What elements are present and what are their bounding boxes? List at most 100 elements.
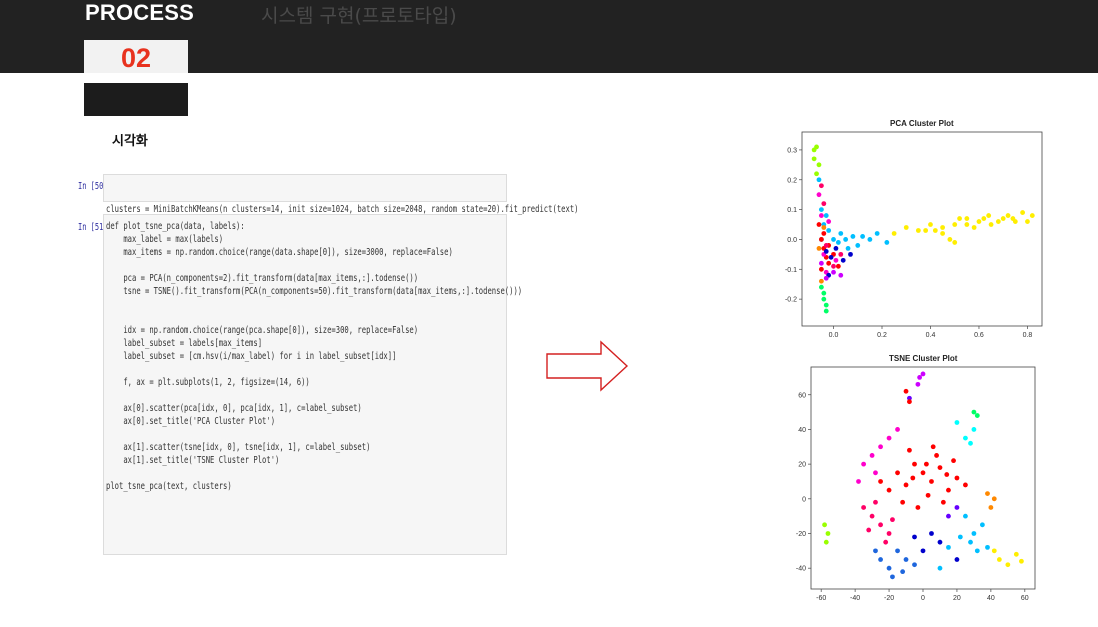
- code-line: [106, 467, 522, 480]
- scatter-point: [947, 237, 953, 242]
- scatter-point: [915, 381, 921, 387]
- code-text-2: def plot_tsne_pca(data, labels): max_lab…: [106, 220, 522, 493]
- scatter-point: [890, 574, 895, 580]
- plot-frame: [810, 366, 1036, 590]
- scatter-point: [957, 534, 963, 540]
- scatter-point: [823, 248, 829, 254]
- scatter-point: [920, 470, 926, 476]
- code-line: [106, 298, 522, 311]
- scatter-point: [903, 482, 909, 488]
- scatter-point: [1010, 216, 1016, 221]
- code-line: label_subset = [cm.hsv(i/max_label) for …: [106, 351, 397, 362]
- tsne-scatter-plot: -60 -40 -20 0 20 40 60 60 40 20 0 -20 -40: [796, 366, 1036, 602]
- scatter-point: [816, 222, 822, 227]
- scatter-point: [957, 216, 962, 221]
- scatter-point: [886, 531, 892, 536]
- scatter-point: [925, 492, 931, 498]
- code-line: pca = PCA(n_components=2).fit_transform(…: [106, 273, 419, 284]
- scatter-point: [838, 251, 844, 257]
- scatter-point: [833, 246, 839, 251]
- scatter-point: [831, 237, 836, 242]
- x-tick-label: 0.6: [974, 332, 984, 339]
- scatter-point: [884, 240, 890, 245]
- x-tick-label: 20: [953, 595, 961, 602]
- scatter-point: [907, 399, 912, 405]
- x-tick-label: -60: [816, 595, 826, 602]
- scatter-point: [833, 257, 839, 263]
- scatter-point: [971, 531, 977, 536]
- scatter-point: [920, 371, 926, 377]
- scatter-point: [991, 496, 997, 502]
- scatter-point: [915, 505, 921, 510]
- scatter-point: [821, 225, 827, 230]
- scatter-point: [930, 444, 936, 450]
- scatter-point: [861, 461, 867, 467]
- scatter-point: [860, 234, 866, 239]
- y-tick-label: -40: [796, 566, 806, 573]
- scatter-point: [823, 308, 829, 314]
- x-tick-label: -40: [850, 595, 860, 602]
- scatter-point: [895, 470, 900, 476]
- scatter-point: [988, 505, 994, 510]
- code-line: [106, 259, 522, 272]
- scatter-point: [823, 213, 829, 218]
- y-tick-label: 0.3: [787, 147, 797, 154]
- scatter-point: [822, 522, 827, 528]
- x-tick-label: 60: [1021, 595, 1029, 602]
- scatter-point: [886, 565, 892, 571]
- step-badge: 02: [84, 40, 188, 73]
- scatter-point: [878, 522, 883, 528]
- x-tick-label: -20: [884, 595, 894, 602]
- scatter-point: [940, 231, 946, 236]
- x-tick-label: 0.2: [877, 332, 887, 339]
- scatter-point: [954, 505, 960, 510]
- scatter-point: [878, 479, 883, 484]
- code-cell-2[interactable]: [103, 214, 507, 555]
- scatter-point: [940, 225, 946, 230]
- scatter-point: [828, 254, 834, 260]
- process-title: PROCESS: [85, 0, 194, 25]
- code-cell-1[interactable]: [103, 174, 507, 202]
- x-tick-label: 0.0: [829, 332, 839, 339]
- scatter-point: [1005, 562, 1011, 568]
- scatter-point: [912, 562, 917, 568]
- scatter-point: [971, 427, 977, 432]
- y-tick-label: 60: [798, 392, 806, 399]
- scatter-point: [985, 544, 990, 550]
- pca-scatter-plot: 0.0 0.2 0.4 0.6 0.8 0.3 0.2 0.1 0.0 -0.1 -0.2: [785, 131, 1043, 339]
- code-line: def plot_tsne_pca(data, labels):: [106, 221, 245, 232]
- scatter-point: [816, 177, 822, 183]
- scatter-point: [951, 458, 956, 464]
- page-subtitle: 시스템 구현(프로토타입): [261, 5, 457, 27]
- scatter-point: [946, 487, 951, 493]
- scatter-point: [866, 527, 872, 533]
- code-line: ax[0].set_title('PCA Cluster Plot'): [106, 416, 276, 427]
- scatter-point: [995, 219, 1001, 224]
- step-block: [84, 83, 188, 116]
- scatter-point: [821, 231, 827, 236]
- scatter-point: [843, 237, 849, 242]
- tsne-plot-title: TSNE Cluster Plot: [889, 354, 958, 363]
- x-tick-label: 0.8: [1023, 332, 1033, 339]
- scatter-point: [878, 444, 883, 450]
- scatter-point: [964, 222, 970, 227]
- scatter-point: [912, 461, 917, 467]
- scatter-point: [964, 216, 970, 221]
- code-line: idx = np.random.choice(range(pca.shape[0…: [106, 325, 419, 336]
- scatter-point: [1013, 551, 1019, 557]
- y-tick-label: 0.1: [787, 207, 797, 214]
- scatter-point: [890, 517, 895, 523]
- scatter-point: [1029, 213, 1035, 218]
- scatter-point: [840, 257, 846, 263]
- scatter-point: [954, 475, 960, 481]
- scatter-point: [818, 183, 824, 189]
- scatter-point: [891, 231, 897, 236]
- scatter-point: [937, 539, 943, 545]
- scatter-point: [816, 246, 822, 251]
- cell-prompt-1: In [50]:: [78, 181, 112, 192]
- scatter-point: [826, 228, 832, 233]
- scatter-point: [823, 275, 829, 281]
- scatter-point: [917, 375, 923, 380]
- scatter-point: [954, 420, 960, 425]
- scatter-point: [821, 290, 827, 296]
